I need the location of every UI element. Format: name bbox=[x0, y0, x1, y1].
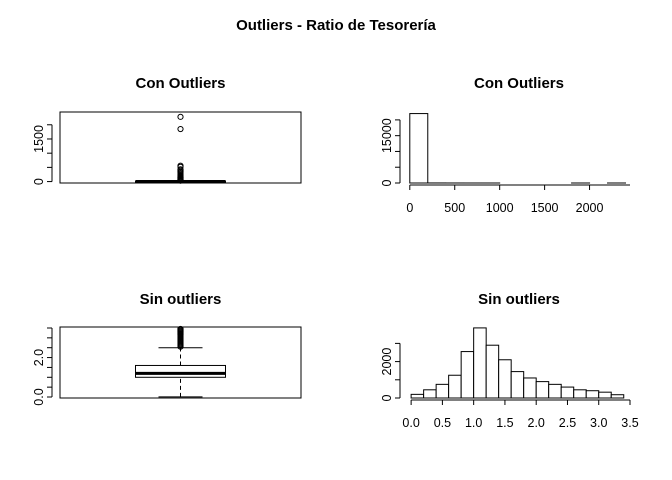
x-tick-label: 2000 bbox=[576, 201, 604, 215]
y-tick-label: 1500 bbox=[32, 125, 46, 153]
plot-title: Con Outliers bbox=[474, 75, 564, 92]
x-tick-label: 0 bbox=[406, 201, 413, 215]
x-tick-label: 3.5 bbox=[621, 416, 638, 430]
histogram-bar bbox=[448, 374, 462, 399]
plot-panel-4: Sin outliers 0 2000 0.0 0.5 1.0 1.5 2.0 2.5 3.0 3.… bbox=[380, 291, 639, 430]
histogram-bar bbox=[409, 113, 429, 184]
histogram-bar bbox=[460, 351, 475, 399]
y-tick-label: 0.0 bbox=[32, 388, 46, 405]
histogram-bar bbox=[510, 371, 525, 399]
outlier-point bbox=[177, 177, 184, 184]
histogram-bar bbox=[485, 344, 500, 399]
y-tick-label: 2000 bbox=[380, 348, 394, 376]
histogram-bar bbox=[498, 359, 512, 399]
x-tick-label: 2.5 bbox=[559, 416, 576, 430]
y-tick-label: 0 bbox=[380, 394, 394, 401]
plot-panel-2: Con Outliers 0 15000 0 500 1000 1500 2000 bbox=[380, 75, 630, 215]
histogram-bar bbox=[423, 389, 437, 399]
plot-title: Con Outliers bbox=[135, 75, 225, 92]
y-tick-label: 2.0 bbox=[32, 349, 46, 366]
histogram-bar bbox=[560, 386, 575, 399]
y-tick-label: 15000 bbox=[380, 118, 394, 153]
x-tick-label: 2.0 bbox=[528, 416, 545, 430]
plot-title: Sin outliers bbox=[140, 291, 222, 308]
plot-title: Sin outliers bbox=[478, 291, 560, 308]
y-tick-label: 0 bbox=[32, 178, 46, 185]
outlier-point bbox=[177, 325, 184, 333]
histogram-bar bbox=[410, 393, 425, 399]
outlier-point bbox=[177, 113, 184, 120]
x-tick-label: 1.0 bbox=[465, 416, 482, 430]
histogram-bar bbox=[610, 394, 625, 399]
x-tick-label: 1500 bbox=[531, 201, 559, 215]
histogram-bar bbox=[473, 327, 487, 399]
x-tick-label: 1000 bbox=[486, 201, 514, 215]
outlier-point bbox=[177, 125, 184, 133]
histogram-bar bbox=[598, 391, 612, 399]
x-tick-label: 0.0 bbox=[402, 416, 419, 430]
histogram-bar bbox=[585, 390, 600, 399]
x-tick-label: 0.5 bbox=[434, 416, 451, 430]
x-tick-label: 1.5 bbox=[496, 416, 513, 430]
histogram-bar bbox=[535, 381, 550, 399]
box-iqr bbox=[135, 364, 226, 378]
histogram-bar bbox=[523, 377, 537, 399]
histogram-bar bbox=[435, 383, 450, 399]
x-tick-label: 500 bbox=[444, 201, 465, 215]
plot-panel-3: Sin outliers 0.0 2.0 bbox=[32, 291, 302, 406]
x-tick-label: 3.0 bbox=[590, 416, 607, 430]
histogram-bar bbox=[548, 383, 562, 399]
y-tick-label: 0 bbox=[380, 179, 394, 186]
plot-panel-1: Con Outliers 0 1500 bbox=[32, 75, 302, 185]
histogram-bar bbox=[573, 389, 587, 399]
figure-title: Outliers - Ratio de Tesorería bbox=[236, 17, 436, 34]
